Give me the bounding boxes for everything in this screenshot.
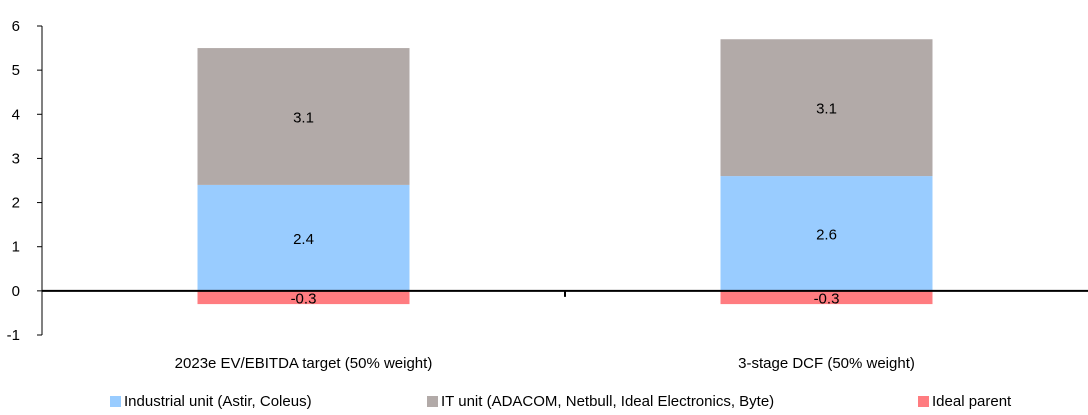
y-tick-label: 5 xyxy=(12,62,20,79)
y-tick-label: -1 xyxy=(7,327,20,344)
data-label: -0.3 xyxy=(291,290,317,307)
legend-swatch-parent xyxy=(918,396,929,407)
legend-label-parent: Ideal parent xyxy=(932,393,1012,410)
data-label: 2.4 xyxy=(293,231,314,248)
data-label: 3.1 xyxy=(816,101,837,118)
bar-segment xyxy=(197,48,410,185)
bar-segment xyxy=(720,39,933,177)
bar-segment xyxy=(197,290,410,305)
x-category-label: 2023e EV/EBITDA target (50% weight) xyxy=(175,355,433,372)
bar-segment xyxy=(720,176,933,291)
data-label: 2.6 xyxy=(816,226,837,243)
chart-legend: Industrial unit (Astir, Coleus) IT unit … xyxy=(0,393,1088,413)
y-tick-label: 0 xyxy=(12,283,20,300)
legend-label-industrial: Industrial unit (Astir, Coleus) xyxy=(124,393,312,410)
data-label: 3.1 xyxy=(293,109,314,126)
legend-swatch-it xyxy=(427,396,438,407)
legend-item-industrial: Industrial unit (Astir, Coleus) xyxy=(110,393,312,410)
x-category-label: 3-stage DCF (50% weight) xyxy=(738,355,915,372)
data-label: -0.3 xyxy=(814,290,840,307)
y-tick-label: 4 xyxy=(12,106,20,123)
bar-segment xyxy=(197,184,410,291)
y-tick-label: 1 xyxy=(12,239,20,256)
stacked-bar-chart: -1 0 1 2 3 4 5 6 2.4 3.1 -0.3 2023e EV/EBITDA targe… xyxy=(7,18,1088,372)
y-tick-label: 3 xyxy=(12,150,20,167)
bar-segment xyxy=(720,290,933,305)
legend-swatch-industrial xyxy=(110,396,121,407)
y-tick-label: 2 xyxy=(12,195,20,212)
legend-label-it: IT unit (ADACOM, Netbull, Ideal Electron… xyxy=(441,393,775,410)
legend-item-parent: Ideal parent xyxy=(918,393,1011,410)
y-tick-label: 6 xyxy=(12,18,20,35)
legend-item-it: IT unit (ADACOM, Netbull, Ideal Electron… xyxy=(427,393,774,410)
